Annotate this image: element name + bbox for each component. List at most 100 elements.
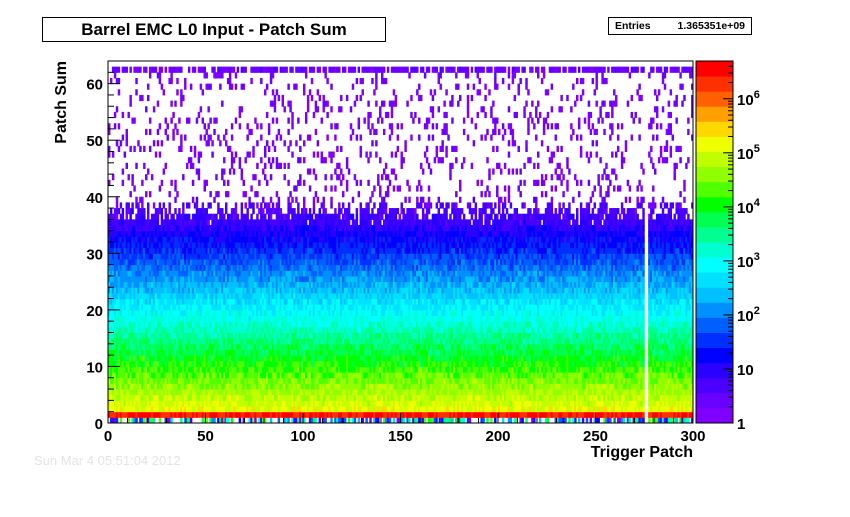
- heatmap-cell: [267, 213, 271, 220]
- heatmap-cell: [275, 394, 279, 401]
- heatmap-cell: [197, 230, 201, 237]
- heatmap-cell: [281, 281, 284, 288]
- heatmap-cell: [287, 343, 290, 350]
- heatmap-cell: [147, 247, 150, 254]
- heatmap-cell: [121, 304, 125, 311]
- heatmap-cell: [197, 264, 201, 271]
- heatmap-cell: [262, 372, 265, 379]
- heatmap-cell: [275, 117, 279, 124]
- heatmap-cell: [262, 406, 265, 413]
- heatmap-cell: [215, 225, 218, 232]
- heatmap-cell: [283, 247, 286, 254]
- heatmap-cell: [293, 213, 296, 220]
- heatmap-cell: [291, 242, 294, 249]
- heatmap-cell: [217, 225, 220, 232]
- heatmap-cell: [152, 264, 156, 271]
- heatmap-cell: [209, 230, 212, 237]
- heatmap-cell: [147, 411, 150, 418]
- heatmap-cell: [244, 309, 247, 317]
- heatmap-cell: [125, 377, 128, 384]
- heatmap-cell: [184, 389, 187, 396]
- heatmap-cell: [203, 394, 206, 401]
- heatmap-cell: [289, 247, 292, 254]
- heatmap-cell: [113, 338, 117, 345]
- heatmap-cell: [230, 315, 234, 322]
- heatmap-cell: [320, 366, 323, 373]
- heatmap-cell: [252, 411, 255, 418]
- heatmap-cell: [156, 258, 160, 266]
- heatmap-cell: [170, 275, 173, 283]
- heatmap-cell: [168, 298, 171, 305]
- heatmap-cell: [275, 242, 279, 249]
- heatmap-cell: [197, 219, 201, 226]
- heatmap-cell: [164, 230, 167, 237]
- heatmap-cell: [279, 219, 283, 226]
- heatmap-cell: [201, 253, 205, 260]
- heatmap-cell: [129, 100, 132, 107]
- heatmap-cell: [262, 225, 265, 232]
- heatmap-cell: [299, 134, 302, 141]
- heatmap-cell: [184, 275, 187, 283]
- heatmap-cell: [326, 111, 329, 119]
- heatmap-cell: [285, 417, 288, 424]
- heatmap-cell: [332, 355, 335, 362]
- heatmap-cell: [320, 202, 323, 209]
- heatmap-cell: [129, 360, 132, 367]
- heatmap-cell: [168, 349, 171, 356]
- heatmap-cell: [170, 77, 173, 85]
- heatmap-cell: [269, 349, 273, 356]
- heatmap-cell: [293, 258, 296, 266]
- heatmap-cell: [131, 389, 134, 396]
- heatmap-cell: [215, 72, 218, 79]
- heatmap-cell: [273, 219, 277, 226]
- heatmap-cell: [275, 219, 279, 226]
- heatmap-cell: [287, 179, 290, 186]
- heatmap-cell: [289, 343, 292, 350]
- heatmap-cell: [135, 77, 138, 85]
- heatmap-cell: [176, 281, 179, 288]
- heatmap-cell: [201, 321, 205, 328]
- heatmap-cell: [252, 253, 255, 260]
- heatmap-cell: [189, 377, 193, 384]
- heatmap-cell: [291, 270, 294, 277]
- heatmap-cell: [260, 366, 263, 373]
- heatmap-cell: [156, 338, 160, 345]
- heatmap-cell: [223, 411, 226, 418]
- heatmap-cell: [182, 242, 185, 249]
- heatmap-cell: [275, 332, 279, 339]
- heatmap-cell: [322, 202, 325, 209]
- heatmap-cell: [209, 304, 212, 311]
- heatmap-cell: [164, 213, 167, 220]
- heatmap-cell: [330, 270, 333, 277]
- heatmap-cell: [225, 309, 228, 317]
- heatmap-cell: [164, 338, 167, 345]
- heatmap-cell: [230, 264, 234, 271]
- heatmap-cell: [127, 389, 130, 396]
- heatmap-cell: [316, 304, 320, 311]
- heatmap-cell: [267, 270, 271, 277]
- heatmap-cell: [217, 366, 220, 373]
- heatmap-cell: [203, 298, 206, 305]
- heatmap-cell: [197, 292, 201, 300]
- heatmap-cell: [316, 247, 320, 254]
- heatmap-cell: [137, 326, 140, 333]
- heatmap-cell: [301, 360, 304, 367]
- heatmap-cell: [232, 287, 236, 294]
- heatmap-cell: [131, 117, 134, 124]
- heatmap-cell: [207, 287, 210, 294]
- heatmap-cell: [226, 417, 230, 424]
- heatmap-cell: [152, 383, 156, 390]
- heatmap-cell: [207, 355, 210, 362]
- heatmap-cell: [256, 355, 259, 362]
- heatmap-cell: [111, 292, 115, 300]
- heatmap-cell: [117, 236, 121, 243]
- heatmap-cell: [252, 304, 255, 311]
- heatmap-cell: [326, 230, 329, 237]
- heatmap-cell: [244, 219, 247, 226]
- heatmap-cell: [213, 400, 216, 407]
- heatmap-cell: [164, 372, 167, 379]
- heatmap-cell: [271, 258, 275, 266]
- heatmap-cell: [139, 281, 142, 288]
- heatmap-cell: [328, 338, 331, 345]
- heatmap-cell: [147, 372, 150, 379]
